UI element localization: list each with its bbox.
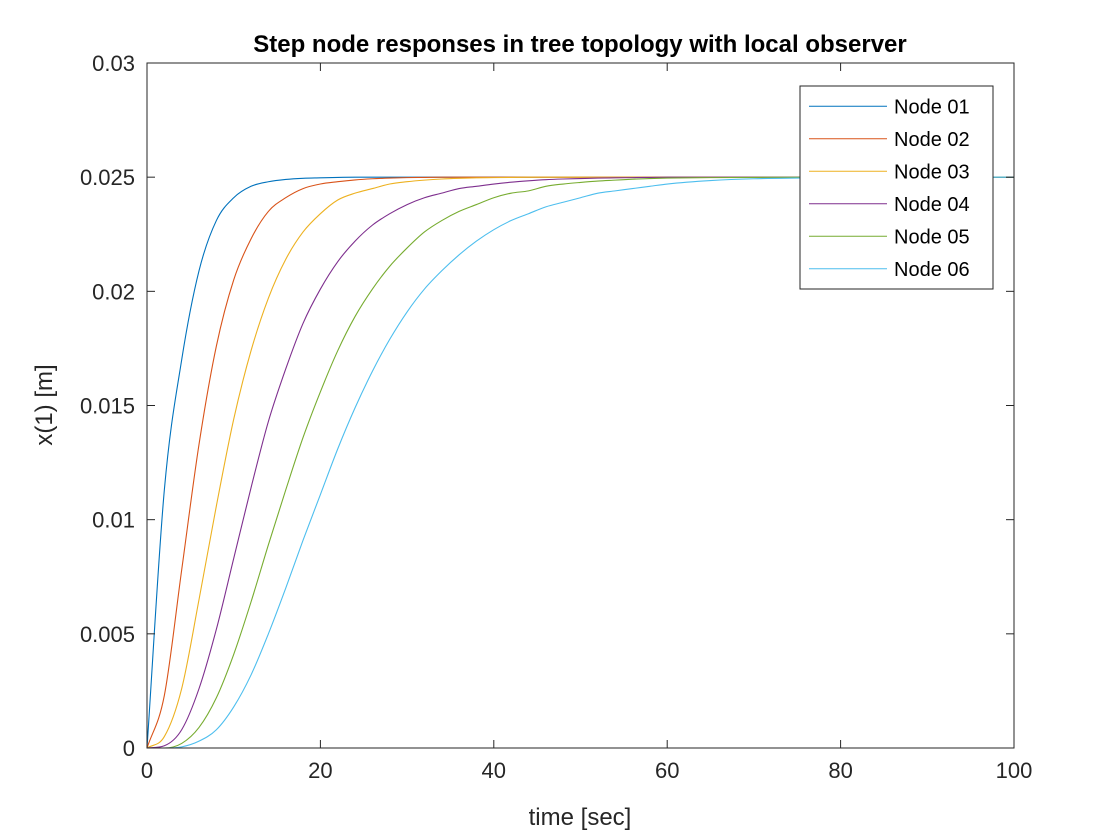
x-tick-label: 100 <box>996 758 1033 783</box>
y-tick-label: 0.005 <box>80 622 135 647</box>
x-tick-label: 0 <box>141 758 153 783</box>
y-tick-label: 0.015 <box>80 394 135 419</box>
y-tick-label: 0.03 <box>92 51 135 76</box>
series-line-5 <box>146 176 1014 749</box>
legend-label-3: Node 03 <box>894 161 970 183</box>
y-tick-label: 0 <box>123 736 135 761</box>
chart-title: Step node responses in tree topology wit… <box>253 31 906 58</box>
legend-box <box>799 85 994 290</box>
x-tick-label: 20 <box>308 758 332 783</box>
x-tick-label: 40 <box>482 758 506 783</box>
x-tick-label: 80 <box>828 758 852 783</box>
y-tick-label: 0.01 <box>92 508 135 533</box>
legend-label-5: Node 05 <box>894 226 970 248</box>
legend-label-6: Node 06 <box>894 259 970 281</box>
legend-label-4: Node 04 <box>894 194 970 216</box>
series-lines <box>146 176 1014 749</box>
x-axis-label: time [sec] <box>529 804 632 831</box>
series-line-6 <box>146 176 1014 749</box>
legend: Node 01 Node 02 Node 03 Node 04 Node 05 Node … <box>799 85 994 290</box>
x-tick-label: 60 <box>655 758 679 783</box>
y-axis-label: x(1) [m] <box>31 364 58 445</box>
axis-ticks: 0 20 40 60 80 100 0 0.005 0.01 0.015 0.02 0.025 0.03 <box>80 51 1032 783</box>
y-tick-label: 0.025 <box>80 165 135 190</box>
y-tick-label: 0.02 <box>92 279 135 304</box>
legend-label-1: Node 01 <box>894 96 970 118</box>
legend-label-2: Node 02 <box>894 129 970 151</box>
series-line-4 <box>146 176 1014 749</box>
